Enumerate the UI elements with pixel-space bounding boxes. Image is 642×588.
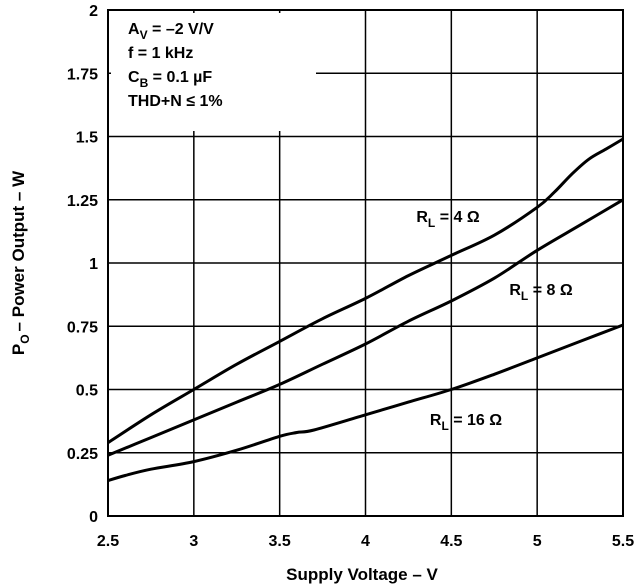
y-tick-label: 0.5 (76, 383, 98, 400)
y-axis-title: PO – Power Output – W (9, 170, 32, 355)
x-axis-title: Supply Voltage – V (286, 565, 438, 584)
y-tick-label: 1 (89, 256, 98, 273)
series-label-rest: = 16 Ω (449, 412, 502, 429)
condition-line: f = 1 kHz (128, 45, 193, 62)
x-tick-label: 3.5 (269, 533, 291, 550)
condition-line-main: A (128, 21, 140, 38)
y-tick-label: 1.75 (67, 66, 98, 83)
plot-frame (107, 9, 624, 517)
y-axis-title-subscript: O (18, 334, 32, 343)
series-label-main: R (509, 282, 521, 299)
condition-line: THD+N ≤ 1% (128, 93, 223, 110)
y-tick-labels: 0 0.25 0.5 0.75 1 1.25 1.5 1.75 2 (67, 3, 98, 526)
condition-line-subscript: B (140, 76, 149, 90)
series-line-1 (107, 198, 624, 457)
x-tick-label: 4.5 (440, 533, 462, 550)
x-tick-label: 3 (189, 533, 198, 550)
series-label-rest: = 4 Ω (435, 209, 480, 226)
x-tick-label: 2.5 (97, 533, 119, 550)
y-tick-label: 0.25 (67, 446, 98, 463)
series-label-subscript: L (521, 289, 528, 303)
y-tick-label: 0 (89, 509, 98, 526)
series-labels: RL = 4 ΩRL = 8 ΩRL = 16 Ω (416, 209, 572, 433)
condition-line-rest: = 0.1 µF (148, 69, 212, 86)
x-tick-label: 4 (361, 533, 370, 550)
series-label-rest: = 8 Ω (528, 282, 573, 299)
series-label: RL = 4 Ω (416, 209, 479, 230)
series-label-subscript: L (428, 216, 435, 230)
series-label-subscript: L (441, 419, 448, 433)
condition-line-main: f = 1 kHz (128, 45, 193, 62)
condition-line-main: THD+N ≤ 1% (128, 93, 223, 110)
conditions-box (111, 13, 316, 131)
condition-line-rest: = –2 V/V (148, 21, 215, 38)
series-label-main: R (430, 412, 442, 429)
series-label: RL = 16 Ω (430, 412, 502, 433)
series-label-main: R (416, 209, 428, 226)
x-tick-labels: 2.5 3 3.5 4 4.5 5 5.5 (97, 533, 634, 550)
x-tick-label: 5.5 (612, 533, 634, 550)
y-axis-title-main: P (9, 344, 28, 355)
y-tick-label: 2 (89, 3, 98, 20)
series-group (107, 137, 624, 483)
y-tick-label: 0.75 (67, 319, 98, 336)
series-line-0 (107, 137, 624, 444)
series-label: RL = 8 Ω (509, 282, 572, 303)
y-tick-label: 1.5 (76, 130, 98, 147)
series-line-2 (107, 323, 624, 483)
y-tick-label: 1.25 (67, 193, 98, 210)
y-axis-title-rest: – Power Output – W (9, 170, 28, 332)
condition-line: CB = 0.1 µF (128, 69, 212, 90)
condition-line-subscript: V (140, 28, 148, 42)
condition-line: AV = –2 V/V (128, 21, 214, 42)
condition-line-main: C (128, 69, 140, 86)
x-tick-label: 5 (533, 533, 542, 550)
conditions: AV = –2 V/V f = 1 kHz CB = 0.1 µF THD+N ≤ 1… (128, 21, 223, 110)
